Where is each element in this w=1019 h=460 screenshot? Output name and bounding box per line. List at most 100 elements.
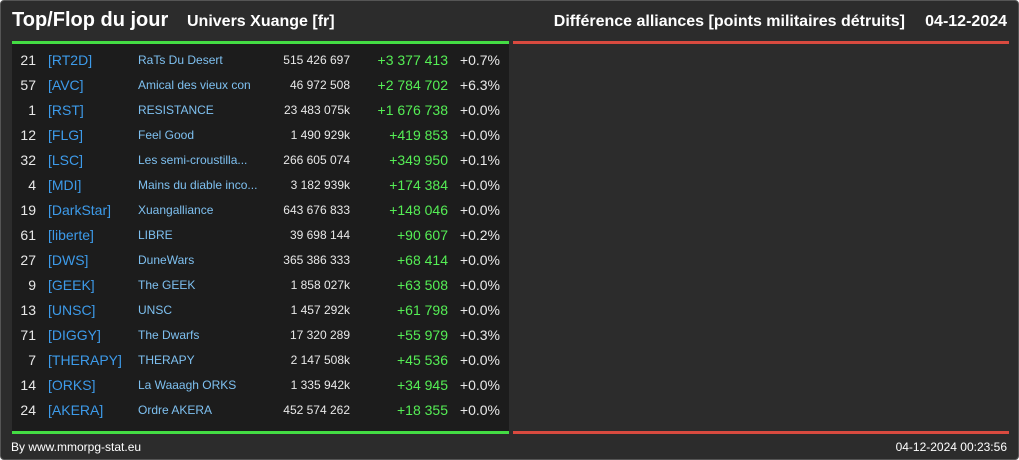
points-difference: +45 536: [397, 352, 448, 368]
alliance-name[interactable]: Mains du diable inco...: [138, 178, 258, 192]
percent-change: +0.3%: [459, 327, 500, 343]
alliance-name[interactable]: DuneWars: [138, 253, 195, 267]
points-difference: +55 979: [397, 327, 448, 343]
points-difference: +18 355: [397, 402, 448, 418]
alliance-points: 17 320 289: [289, 328, 350, 342]
alliance-rank: 61: [20, 227, 36, 243]
alliance-tag[interactable]: [AVC]: [48, 77, 84, 93]
alliance-name[interactable]: The GEEK: [138, 278, 196, 292]
alliance-points: 1 335 942k: [290, 378, 350, 392]
alliance-tag[interactable]: [liberte]: [48, 227, 94, 243]
percent-change: +0.7%: [459, 52, 500, 68]
percent-change: +0.0%: [459, 252, 500, 268]
alliance-points: 2 147 508k: [290, 353, 350, 367]
percent-change: +0.0%: [459, 102, 500, 118]
percent-change: +0.0%: [459, 127, 500, 143]
table-row: 13 [UNSC] UNSC 1 457 292k +61 798 +0.0%: [12, 298, 509, 323]
alliance-tag[interactable]: [DIGGY]: [48, 327, 101, 343]
universe-subtitle: Univers Xuange [fr]: [187, 13, 335, 30]
alliance-rank: 27: [20, 252, 36, 268]
page-title: Top/Flop du jour: [12, 9, 169, 31]
alliance-name[interactable]: Feel Good: [138, 128, 195, 142]
alliance-points: 39 698 144: [289, 228, 350, 242]
points-difference: +68 414: [397, 252, 448, 268]
points-difference: +1 676 738: [377, 102, 448, 118]
alliance-rank: 21: [20, 52, 36, 68]
alliance-name[interactable]: RaTs Du Desert: [138, 53, 223, 67]
percent-change: +0.0%: [459, 177, 500, 193]
alliance-tag[interactable]: [RST]: [48, 102, 84, 118]
alliance-name[interactable]: RESISTANCE: [138, 103, 214, 117]
alliance-points: 23 483 075k: [283, 103, 350, 117]
generated-timestamp: 04-12-2024 00:23:56: [895, 440, 1007, 454]
alliance-tag[interactable]: [AKERA]: [48, 402, 104, 418]
alliance-name[interactable]: La Waaagh ORKS: [138, 378, 237, 392]
table-row: 1 [RST] RESISTANCE 23 483 075k +1 676 738 +0.…: [12, 98, 509, 123]
alliance-name[interactable]: Xuangalliance: [138, 203, 214, 217]
alliance-points: 643 676 833: [283, 203, 350, 217]
alliance-rank: 12: [20, 127, 36, 143]
alliance-tag[interactable]: [FLG]: [48, 127, 84, 143]
alliance-points: 1 490 929k: [290, 128, 350, 142]
points-difference: +3 377 413: [377, 52, 448, 68]
alliance-rank: 4: [28, 177, 36, 193]
percent-change: +0.0%: [459, 277, 500, 293]
points-difference: +63 508: [397, 277, 448, 293]
table-row: 32 [LSC] Les semi-croustilla... 266 605 074…: [12, 148, 509, 173]
alliance-name[interactable]: THERAPY: [138, 353, 195, 367]
alliance-name[interactable]: The Dwarfs: [138, 328, 200, 342]
alliance-tag[interactable]: [ORKS]: [48, 377, 96, 393]
alliance-tag[interactable]: [LSC]: [48, 152, 84, 168]
percent-change: +0.0%: [459, 202, 500, 218]
points-difference: +174 384: [389, 177, 448, 193]
alliance-name[interactable]: Ordre AKERA: [138, 403, 213, 417]
points-difference: +90 607: [397, 227, 448, 243]
alliance-rank: 32: [20, 152, 36, 168]
percent-change: +0.0%: [459, 302, 500, 318]
table-row: 24 [AKERA] Ordre AKERA 452 574 262 +18 355 +0…: [12, 398, 509, 423]
alliance-points: 1 457 292k: [290, 303, 350, 317]
alliance-rank: 14: [20, 377, 36, 393]
alliance-tag[interactable]: [MDI]: [48, 177, 82, 193]
points-difference: +34 945: [397, 377, 448, 393]
site-credit-link[interactable]: By www.mmorpg-stat.eu: [11, 440, 142, 454]
alliance-name[interactable]: Amical des vieux con: [138, 78, 251, 92]
alliance-tag[interactable]: [RT2D]: [48, 52, 93, 68]
table-row: 7 [THERAPY] THERAPY 2 147 508k +45 536 +0.0%: [12, 348, 509, 373]
alliance-rank: 9: [28, 277, 36, 293]
alliance-points: 266 605 074: [283, 153, 350, 167]
alliance-tag[interactable]: [GEEK]: [48, 277, 95, 293]
alliance-name[interactable]: Les semi-croustilla...: [138, 153, 248, 167]
points-difference: +148 046: [389, 202, 448, 218]
alliance-tag[interactable]: [DWS]: [48, 252, 89, 268]
table-row: 12 [FLG] Feel Good 1 490 929k +419 853 +0.0%: [12, 123, 509, 148]
alliance-tag[interactable]: [THERAPY]: [48, 352, 122, 368]
percent-change: +0.1%: [459, 152, 500, 168]
percent-change: +0.0%: [459, 377, 500, 393]
percent-change: +0.2%: [459, 227, 500, 243]
percent-change: +6.3%: [459, 77, 500, 93]
points-difference: +349 950: [389, 152, 448, 168]
table-row: 19 [DarkStar] Xuangalliance 643 676 833 +148…: [12, 198, 509, 223]
flop-alliances-list: [513, 44, 1009, 431]
alliance-rank: 71: [20, 327, 36, 343]
points-difference: +419 853: [389, 127, 448, 143]
alliance-name[interactable]: UNSC: [138, 303, 173, 317]
alliance-rank: 13: [20, 302, 36, 318]
alliance-points: 365 386 333: [283, 253, 350, 267]
alliance-tag[interactable]: [UNSC]: [48, 302, 96, 318]
table-row: 61 [liberte] LIBRE 39 698 144 +90 607 +0.2%: [12, 223, 509, 248]
alliance-name[interactable]: LIBRE: [138, 228, 173, 242]
alliance-points: 3 182 939k: [290, 178, 350, 192]
alliance-points: 515 426 697: [283, 53, 350, 67]
alliance-rank: 19: [20, 202, 36, 218]
alliance-rank: 24: [20, 402, 36, 418]
table-row: 9 [GEEK] The GEEK 1 858 027k +63 508 +0.0%: [12, 273, 509, 298]
alliance-rank: 1: [28, 102, 36, 118]
top-accent-bar-bottom: [12, 431, 509, 434]
points-difference: +61 798: [397, 302, 448, 318]
alliance-points: 1 858 027k: [290, 278, 350, 292]
table-row: 27 [DWS] DuneWars 365 386 333 +68 414 +0.0%: [12, 248, 509, 273]
percent-change: +0.0%: [459, 402, 500, 418]
alliance-tag[interactable]: [DarkStar]: [48, 202, 112, 218]
